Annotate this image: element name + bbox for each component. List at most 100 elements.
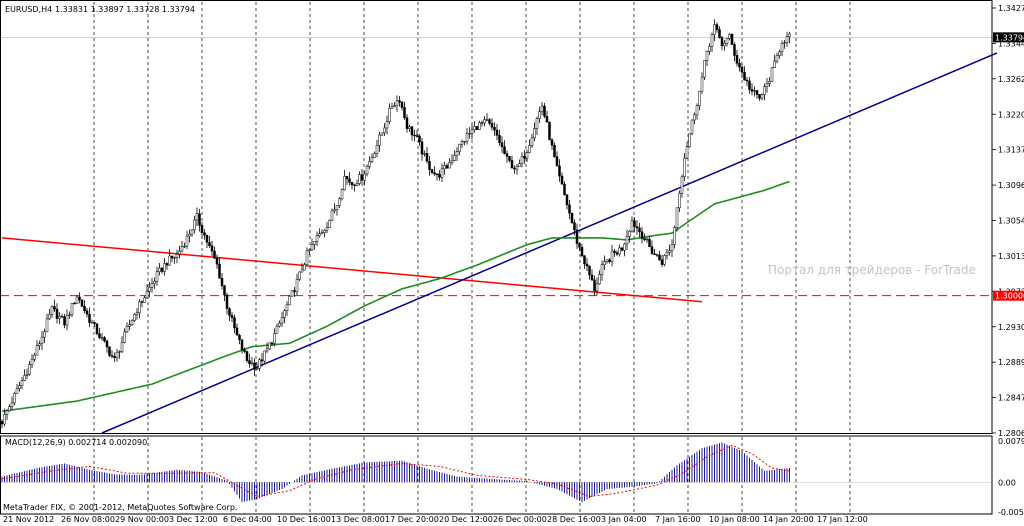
candle-body [23, 375, 26, 381]
candle-body [140, 301, 144, 303]
candle-body [608, 259, 611, 262]
macd-pane[interactable] [0, 442, 992, 503]
candle-body [20, 380, 24, 386]
candle-body [120, 342, 124, 352]
candle-body [685, 146, 689, 159]
candle-body [740, 66, 744, 73]
candle-body [333, 209, 336, 212]
candle-body [615, 252, 619, 255]
candle-body [385, 121, 389, 129]
candle-body [580, 247, 584, 256]
candle-body [325, 227, 329, 231]
candle-body [258, 359, 261, 369]
x-tick-label: 6 Dec 04:00 [223, 515, 272, 524]
y-tick-label: 1.31370 [998, 146, 1024, 155]
candle-body [570, 212, 574, 223]
x-tick-label: 26 Nov 08:00 [61, 515, 115, 524]
candle-body [668, 250, 671, 253]
x-tick-label: 21 Nov 2012 [3, 515, 54, 524]
candle-body [528, 145, 531, 153]
candle-body [750, 89, 754, 92]
candle-body [775, 55, 779, 62]
candle-body [285, 304, 289, 311]
candle-body [45, 318, 49, 333]
candle-body [645, 238, 649, 241]
candle-body [350, 182, 354, 186]
candle-body [363, 173, 366, 181]
level-price-box [993, 290, 1024, 301]
red-trendline[interactable] [1, 237, 703, 303]
candle-body [558, 165, 561, 177]
candle-body [73, 302, 76, 305]
candle-body [575, 229, 579, 244]
candle-body [323, 229, 326, 233]
watermark: Портал для трейдеров - ForTrade [768, 263, 976, 277]
candle-body [485, 119, 489, 121]
candle-body [5, 410, 9, 415]
candle-body [500, 142, 504, 147]
candle-body [430, 169, 434, 173]
candle-body [358, 174, 361, 184]
candle-body [115, 351, 119, 358]
candle-body [133, 314, 136, 321]
candle-body [10, 402, 14, 407]
candle-body [745, 79, 749, 82]
candle-body [148, 287, 151, 292]
x-tick-label: 17 Dec 20:00 [385, 515, 439, 524]
candle-body [720, 37, 724, 47]
candle-body [673, 227, 676, 245]
candle-body [293, 290, 296, 293]
candle-body [555, 156, 559, 167]
candle-body [768, 81, 771, 84]
candle-body [610, 250, 614, 262]
candle-body [320, 232, 324, 234]
candle-body [410, 126, 414, 136]
x-tick-label: 17 Jan 12:00 [817, 515, 868, 524]
candle-body [440, 168, 444, 178]
candle-body [478, 122, 481, 130]
candle-body [300, 269, 304, 273]
candle-body [738, 62, 741, 68]
candle-body [603, 261, 606, 265]
candle-body [380, 132, 384, 136]
candle-body [3, 414, 6, 425]
candle-body [30, 359, 34, 365]
candle-body [43, 331, 46, 338]
candle-body [665, 252, 669, 256]
candle-body [490, 123, 494, 128]
candle-body [153, 281, 156, 284]
candle-body [118, 351, 121, 353]
candle-body [75, 296, 79, 304]
main-pane[interactable] [0, 19, 998, 434]
candle-body [678, 192, 681, 209]
candle-body [200, 225, 204, 234]
blue-trendline[interactable] [101, 52, 998, 434]
candle-body [475, 126, 479, 130]
candle-body [498, 135, 501, 143]
macd-tick-label: -0.00559 [998, 508, 1024, 517]
macd-tick-label: 0.00797 [998, 437, 1024, 446]
copyright-text: MetaTrader FIX, © 2001-2012, MetaQuotes … [3, 503, 237, 512]
candle-body [38, 343, 41, 346]
candle-body [428, 160, 431, 170]
candle-body [188, 233, 191, 237]
candle-body [758, 94, 761, 99]
candle-body [330, 210, 334, 221]
candle-body [198, 213, 201, 226]
candle-body [588, 265, 591, 276]
candle-body [283, 310, 286, 318]
candle-body [495, 129, 499, 136]
candle-body [565, 194, 569, 206]
y-tick-label: 1.28470 [998, 394, 1024, 403]
candle-body [568, 204, 571, 214]
candle-body [733, 44, 736, 56]
candle-body [210, 245, 214, 252]
candle-body [85, 310, 89, 315]
candle-body [270, 342, 274, 344]
candle-body [425, 153, 429, 162]
candle-body [355, 183, 359, 186]
candle-body [375, 145, 379, 154]
candle-body [680, 176, 684, 194]
